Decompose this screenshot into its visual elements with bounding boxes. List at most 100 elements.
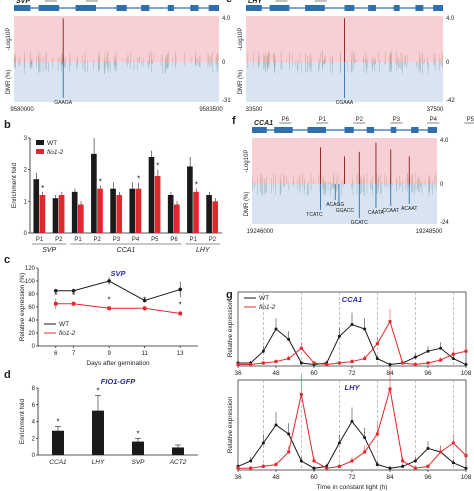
legend-label-mut: fio1-2	[259, 304, 276, 311]
x-axis-title: Time in constant light (h)	[317, 484, 388, 491]
motif-label: TCATC	[306, 212, 323, 218]
data-point	[426, 349, 430, 353]
y-axis-title: Relative expression	[227, 300, 234, 357]
data-point	[178, 287, 183, 292]
exon	[393, 5, 400, 11]
y-tick-label: 8	[32, 386, 36, 392]
data-point	[107, 279, 111, 283]
data-point	[464, 349, 468, 353]
data-point	[325, 466, 329, 470]
data-point	[325, 363, 329, 367]
probe-label: P1	[47, 0, 55, 1]
zero-label: 0	[440, 182, 444, 188]
data-point	[375, 463, 379, 467]
data-point	[375, 432, 379, 436]
x-tick-label: 11	[142, 351, 149, 357]
y-tick-label: 2	[24, 168, 28, 174]
bar-fio1-2	[78, 204, 84, 233]
data-point	[299, 392, 303, 396]
bar-fio1-2	[174, 204, 180, 233]
data-point	[71, 288, 76, 293]
exon	[246, 5, 262, 11]
dmr-track	[252, 184, 437, 224]
data-point	[413, 363, 417, 367]
legend-label-mut: fio1-2	[59, 330, 76, 337]
bar	[172, 447, 184, 455]
exon	[366, 127, 375, 133]
x-tick-label: P2	[209, 237, 217, 243]
x-tick-label: 7	[72, 351, 76, 357]
exon	[305, 5, 325, 11]
data-point	[451, 461, 455, 465]
significance-star: *	[56, 418, 59, 427]
x-tick-label: 60	[310, 370, 318, 377]
data-point	[287, 450, 291, 454]
x-tick-label: 13	[177, 351, 184, 357]
probe-label: P5	[467, 117, 474, 123]
data-point	[388, 466, 392, 470]
y-tick-label: 0	[32, 344, 36, 350]
ylabel-top: -Log10P	[244, 150, 250, 173]
data-point	[451, 441, 455, 445]
series-line-WT	[238, 323, 467, 366]
data-point	[388, 363, 392, 367]
x-start-label: 33500	[246, 107, 263, 113]
bar	[52, 430, 64, 455]
data-point	[287, 357, 291, 361]
exon	[415, 5, 424, 11]
data-point	[375, 357, 379, 361]
x-tick-label: 6	[54, 351, 58, 357]
probe-label: P1	[317, 0, 325, 1]
bar-fio1-2	[212, 201, 219, 233]
bottom-min-label: -31	[222, 98, 231, 104]
panel-letter-a: a	[0, 0, 1, 5]
bottom-min-label: -42	[446, 98, 455, 104]
bar-WT	[71, 191, 78, 233]
data-point	[451, 352, 455, 356]
y-tick-label: 60	[28, 305, 35, 311]
panel-b: b 0 1 2 3 Enrichment fold * P1 P2 P1 * P2 P3 * P4 * P5 P6…	[4, 119, 222, 254]
exon	[75, 5, 96, 11]
data-point	[312, 459, 316, 463]
exon	[307, 127, 326, 133]
data-point	[287, 337, 291, 341]
x-tick-label: P2	[55, 237, 63, 243]
data-point	[274, 360, 278, 364]
bar-WT	[148, 157, 155, 233]
data-point	[337, 334, 341, 338]
exon	[14, 5, 31, 11]
data-point	[363, 357, 367, 361]
data-point	[299, 361, 303, 365]
series-line-fio1-2	[238, 388, 467, 469]
y-axis-title: Enrichment fold	[19, 399, 26, 445]
y-tick-label: 100	[25, 279, 36, 285]
data-point	[426, 361, 430, 365]
bar-WT	[91, 153, 97, 233]
probe-label: P4	[430, 117, 438, 123]
bar-WT	[187, 166, 193, 233]
probe-label: P1	[319, 117, 327, 123]
panel-letter-d: d	[4, 369, 11, 381]
legend-label-wt: WT	[59, 321, 69, 328]
data-point	[388, 387, 392, 391]
exon	[190, 5, 199, 11]
x-end-label: 37500	[427, 107, 444, 113]
data-point	[299, 346, 303, 350]
x-start-label: 19246000	[247, 229, 274, 235]
panel-g2: LHY 36 48 60 72 84 96 108 Relative expression Tim…	[227, 366, 472, 491]
bottom-min-label: -24	[440, 220, 449, 226]
bar-WT	[167, 195, 174, 233]
significance-star: *	[195, 181, 198, 190]
data-point	[426, 464, 430, 468]
x-tick-label: P5	[151, 237, 159, 243]
top-max-label: 4.0	[222, 16, 231, 22]
x-tick-label: 60	[310, 474, 318, 481]
data-point	[249, 459, 253, 463]
x-tick-label: P2	[94, 237, 102, 243]
significance-star: *	[72, 291, 75, 300]
data-point	[350, 459, 354, 463]
significance-star: *	[54, 291, 57, 300]
y-tick-label: 0	[32, 453, 36, 459]
